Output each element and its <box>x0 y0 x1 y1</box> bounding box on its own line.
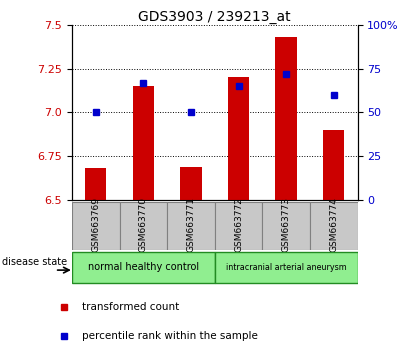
Bar <box>85 169 106 200</box>
Bar <box>323 130 344 200</box>
Text: GSM663770: GSM663770 <box>139 197 148 252</box>
Bar <box>72 202 120 250</box>
Bar <box>275 37 297 200</box>
Text: transformed count: transformed count <box>82 302 179 312</box>
Bar <box>120 202 167 250</box>
Text: GSM663774: GSM663774 <box>329 197 338 252</box>
Bar <box>167 202 215 250</box>
Text: intracranial arterial aneurysm: intracranial arterial aneurysm <box>226 263 346 272</box>
Bar <box>72 252 215 283</box>
Bar <box>262 202 310 250</box>
Text: disease state: disease state <box>2 257 67 267</box>
Text: normal healthy control: normal healthy control <box>88 262 199 272</box>
Text: GSM663772: GSM663772 <box>234 197 243 252</box>
Bar <box>215 202 262 250</box>
Text: GSM663771: GSM663771 <box>187 197 196 252</box>
Bar <box>310 202 358 250</box>
Bar <box>133 86 154 200</box>
Text: GSM663769: GSM663769 <box>91 197 100 252</box>
Bar <box>228 78 249 200</box>
Title: GDS3903 / 239213_at: GDS3903 / 239213_at <box>139 10 291 24</box>
Text: percentile rank within the sample: percentile rank within the sample <box>82 331 258 341</box>
Bar <box>180 167 202 200</box>
Text: GSM663773: GSM663773 <box>282 197 291 252</box>
Bar <box>215 252 358 283</box>
